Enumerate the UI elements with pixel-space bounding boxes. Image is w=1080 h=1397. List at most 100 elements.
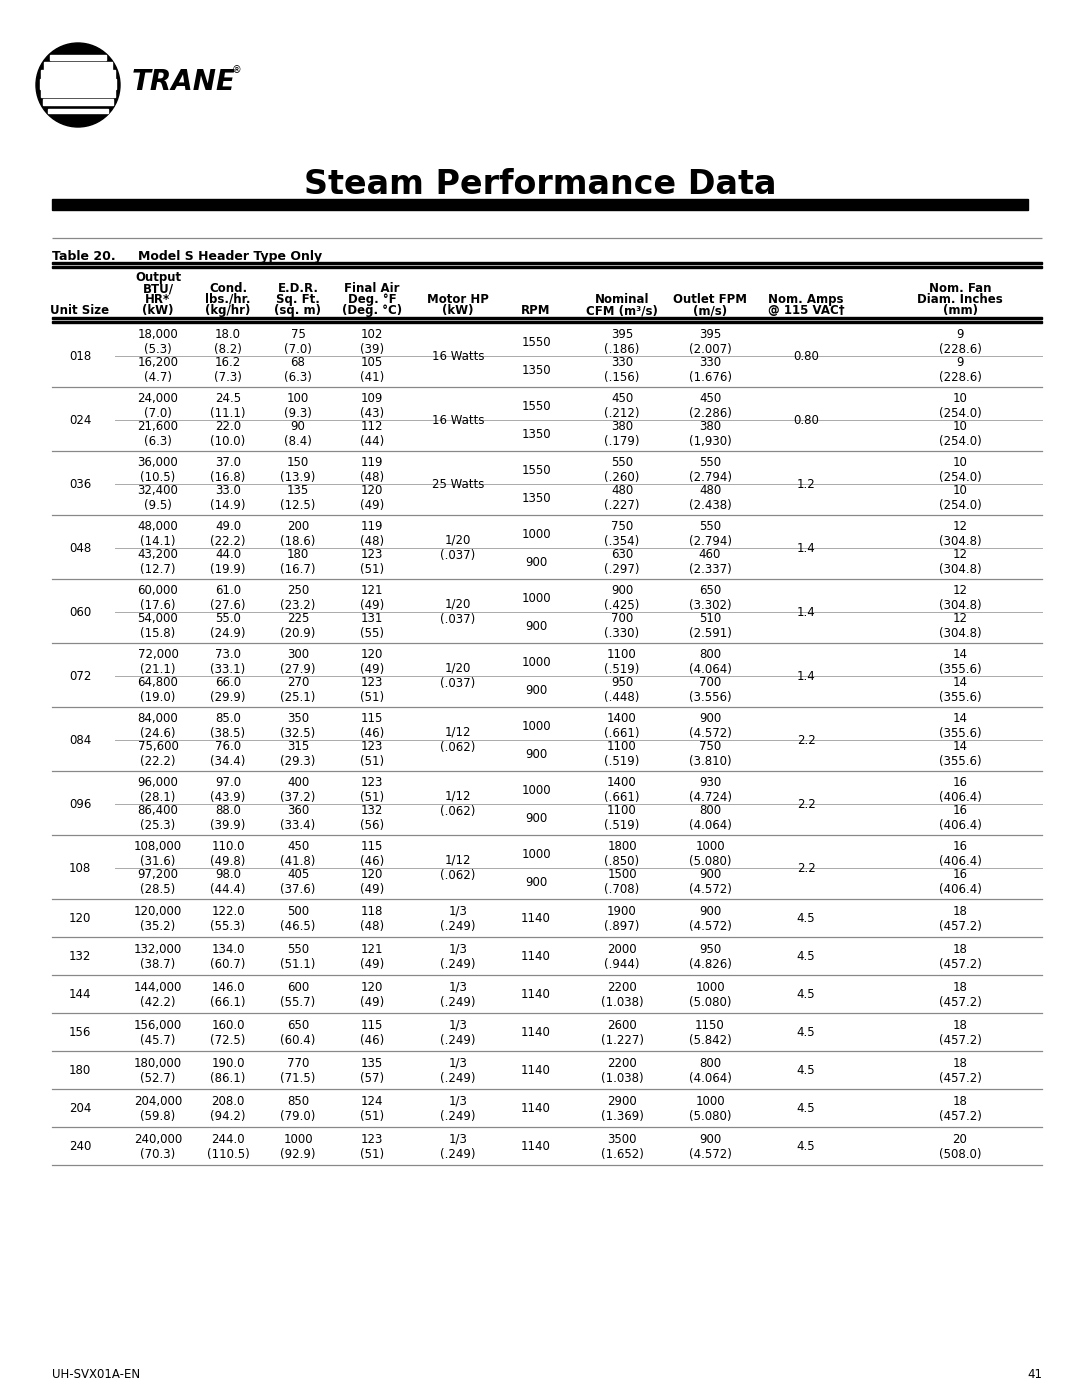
Text: 132,000
(38.7): 132,000 (38.7) xyxy=(134,943,183,971)
Text: HR*: HR* xyxy=(146,293,171,306)
Text: 121
(49): 121 (49) xyxy=(360,584,384,612)
Text: Output: Output xyxy=(135,271,181,284)
Text: 650
(60.4): 650 (60.4) xyxy=(281,1018,315,1048)
Text: 20
(508.0): 20 (508.0) xyxy=(939,1133,982,1161)
Text: E.D.R.: E.D.R. xyxy=(278,282,319,295)
Text: 1/3
(.249): 1/3 (.249) xyxy=(441,905,476,933)
Text: 2000
(.944): 2000 (.944) xyxy=(604,943,639,971)
Text: 150
(13.9): 150 (13.9) xyxy=(281,455,315,485)
Text: 900
(4.572): 900 (4.572) xyxy=(689,905,731,933)
Text: 115
(46): 115 (46) xyxy=(360,711,384,740)
Text: 180
(16.7): 180 (16.7) xyxy=(280,548,315,576)
Text: 1140: 1140 xyxy=(521,912,551,925)
Text: 1800
(.850): 1800 (.850) xyxy=(605,840,639,869)
Text: 102
(39): 102 (39) xyxy=(360,328,384,356)
Bar xyxy=(40,80,116,89)
Text: 036: 036 xyxy=(69,478,91,490)
Text: 10
(254.0): 10 (254.0) xyxy=(939,391,982,420)
Text: 244.0
(110.5): 244.0 (110.5) xyxy=(206,1133,249,1161)
Text: 112
(44): 112 (44) xyxy=(360,419,384,448)
Text: 24.5
(11.1): 24.5 (11.1) xyxy=(211,391,246,420)
Text: 4.5: 4.5 xyxy=(797,1065,815,1077)
Text: 4.5: 4.5 xyxy=(797,950,815,964)
Text: 135
(57): 135 (57) xyxy=(360,1056,384,1085)
Text: 1000: 1000 xyxy=(522,528,551,541)
Text: 850
(79.0): 850 (79.0) xyxy=(281,1095,315,1123)
Text: 1.4: 1.4 xyxy=(797,542,815,555)
Text: 2.2: 2.2 xyxy=(797,733,815,746)
Text: 900: 900 xyxy=(525,619,548,633)
Text: 16.2
(7.3): 16.2 (7.3) xyxy=(214,356,242,384)
Text: 12
(304.8): 12 (304.8) xyxy=(939,584,982,612)
Text: 97,200
(28.5): 97,200 (28.5) xyxy=(137,868,178,897)
Text: 700
(.330): 700 (.330) xyxy=(605,612,639,640)
Text: 123
(51): 123 (51) xyxy=(360,676,384,704)
Text: 32,400
(9.5): 32,400 (9.5) xyxy=(137,483,178,513)
Text: 1900
(.897): 1900 (.897) xyxy=(605,905,639,933)
Text: Table 20.: Table 20. xyxy=(52,250,116,263)
Text: 4.5: 4.5 xyxy=(797,912,815,925)
Text: 240,000
(70.3): 240,000 (70.3) xyxy=(134,1133,183,1161)
Text: 096: 096 xyxy=(69,798,91,810)
Text: @ 115 VAC†: @ 115 VAC† xyxy=(768,305,845,317)
Text: 97.0
(43.9): 97.0 (43.9) xyxy=(211,775,245,805)
Text: 18
(457.2): 18 (457.2) xyxy=(939,1095,982,1123)
Text: 24,000
(7.0): 24,000 (7.0) xyxy=(137,391,178,420)
Text: 1140: 1140 xyxy=(521,989,551,1002)
Ellipse shape xyxy=(36,43,120,127)
Text: 18
(457.2): 18 (457.2) xyxy=(939,943,982,971)
Text: 12
(304.8): 12 (304.8) xyxy=(939,548,982,576)
Text: 1/3
(.249): 1/3 (.249) xyxy=(441,1056,476,1085)
Text: 54,000
(15.8): 54,000 (15.8) xyxy=(137,612,178,640)
Text: 98.0
(44.4): 98.0 (44.4) xyxy=(211,868,246,897)
Text: 1000
(5.080): 1000 (5.080) xyxy=(689,1095,731,1123)
Text: Cond.: Cond. xyxy=(208,282,247,295)
Text: 360
(33.4): 360 (33.4) xyxy=(281,803,315,833)
Text: 48,000
(14.1): 48,000 (14.1) xyxy=(137,520,178,548)
Text: (m/s): (m/s) xyxy=(693,305,727,317)
Text: 200
(18.6): 200 (18.6) xyxy=(281,520,315,548)
Text: 800
(4.064): 800 (4.064) xyxy=(689,648,731,676)
Bar xyxy=(52,321,1042,323)
Text: 4.5: 4.5 xyxy=(797,1140,815,1154)
Text: 1000
(5.080): 1000 (5.080) xyxy=(689,840,731,869)
Text: 900: 900 xyxy=(525,876,548,888)
Text: 16
(406.4): 16 (406.4) xyxy=(939,840,982,869)
Text: 14
(355.6): 14 (355.6) xyxy=(939,740,982,768)
Text: 084: 084 xyxy=(69,733,91,746)
Text: 16
(406.4): 16 (406.4) xyxy=(939,868,982,897)
Text: 41: 41 xyxy=(1027,1368,1042,1382)
Text: lbs./hr.: lbs./hr. xyxy=(205,293,251,306)
Text: (kW): (kW) xyxy=(442,305,474,317)
Text: 118
(48): 118 (48) xyxy=(360,905,384,933)
Text: 770
(71.5): 770 (71.5) xyxy=(281,1056,315,1085)
Text: 1100
(.519): 1100 (.519) xyxy=(605,740,639,768)
Text: 14
(355.6): 14 (355.6) xyxy=(939,676,982,704)
Text: 16
(406.4): 16 (406.4) xyxy=(939,803,982,833)
Text: Model S Header Type Only: Model S Header Type Only xyxy=(138,250,322,263)
Text: Motor HP: Motor HP xyxy=(427,293,489,306)
Text: 950
(4.826): 950 (4.826) xyxy=(689,943,731,971)
Text: 9
(228.6): 9 (228.6) xyxy=(939,356,982,384)
Text: 1140: 1140 xyxy=(521,950,551,964)
Text: 750
(.354): 750 (.354) xyxy=(605,520,639,548)
Text: 2900
(1.369): 2900 (1.369) xyxy=(600,1095,644,1123)
Text: 700
(3.556): 700 (3.556) xyxy=(689,676,731,704)
Text: 122.0
(55.3): 122.0 (55.3) xyxy=(211,905,245,933)
Text: 450
(41.8): 450 (41.8) xyxy=(281,840,315,869)
Text: 072: 072 xyxy=(69,669,91,683)
Text: 1/20
(.037): 1/20 (.037) xyxy=(441,534,475,562)
Text: 160.0
(72.5): 160.0 (72.5) xyxy=(211,1018,245,1048)
Text: 350
(32.5): 350 (32.5) xyxy=(281,711,315,740)
Text: 330
(1.676): 330 (1.676) xyxy=(689,356,731,384)
Text: 900: 900 xyxy=(525,556,548,569)
Text: 480
(.227): 480 (.227) xyxy=(604,483,639,513)
Text: 156,000
(45.7): 156,000 (45.7) xyxy=(134,1018,183,1048)
Text: Nom. Amps: Nom. Amps xyxy=(768,293,843,306)
Text: 146.0
(66.1): 146.0 (66.1) xyxy=(211,981,246,1009)
Text: 16 Watts: 16 Watts xyxy=(432,349,484,362)
Text: 380
(.179): 380 (.179) xyxy=(604,419,639,448)
Text: 25 Watts: 25 Watts xyxy=(432,478,484,490)
Text: 131
(55): 131 (55) xyxy=(360,612,384,640)
Text: 650
(3.302): 650 (3.302) xyxy=(689,584,731,612)
